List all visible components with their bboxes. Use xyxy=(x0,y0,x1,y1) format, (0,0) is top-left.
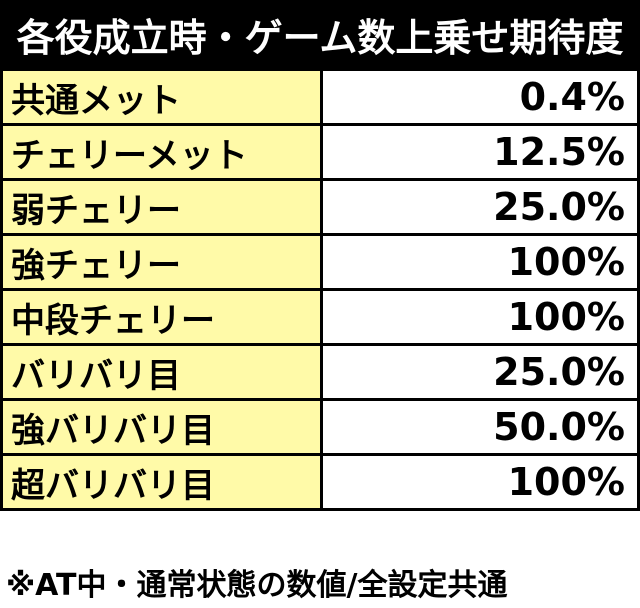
table-row: バリバリ目 25.0% xyxy=(0,343,640,401)
role-label: 弱チェリー xyxy=(0,178,323,236)
table-row: 弱チェリー 25.0% xyxy=(0,178,640,236)
odds-value: 0.4% xyxy=(320,68,640,126)
footnote: ※AT中・通常状態の数値/全設定共通 xyxy=(6,568,508,603)
odds-value: 25.0% xyxy=(320,178,640,236)
table-title: 各役成立時・ゲーム数上乗せ期待度 xyxy=(0,0,640,68)
odds-value: 100% xyxy=(320,233,640,291)
odds-value: 12.5% xyxy=(320,123,640,181)
role-label: 共通メット xyxy=(0,68,323,126)
role-label: 中段チェリー xyxy=(0,288,323,346)
table-row: 超バリバリ目 100% xyxy=(0,453,640,511)
role-label: 強チェリー xyxy=(0,233,323,291)
odds-value: 100% xyxy=(320,453,640,511)
table-row: 強バリバリ目 50.0% xyxy=(0,398,640,456)
role-label: チェリーメット xyxy=(0,123,323,181)
role-label: 超バリバリ目 xyxy=(0,453,323,511)
table-row: 中段チェリー 100% xyxy=(0,288,640,346)
role-label: 強バリバリ目 xyxy=(0,398,323,456)
table-row: 強チェリー 100% xyxy=(0,233,640,291)
odds-value: 50.0% xyxy=(320,398,640,456)
table-row: チェリーメット 12.5% xyxy=(0,123,640,181)
odds-value: 100% xyxy=(320,288,640,346)
table-row: 共通メット 0.4% xyxy=(0,68,640,126)
odds-value: 25.0% xyxy=(320,343,640,401)
role-label: バリバリ目 xyxy=(0,343,323,401)
odds-table: 共通メット 0.4% チェリーメット 12.5% 弱チェリー 25.0% 強チェ… xyxy=(0,68,640,511)
